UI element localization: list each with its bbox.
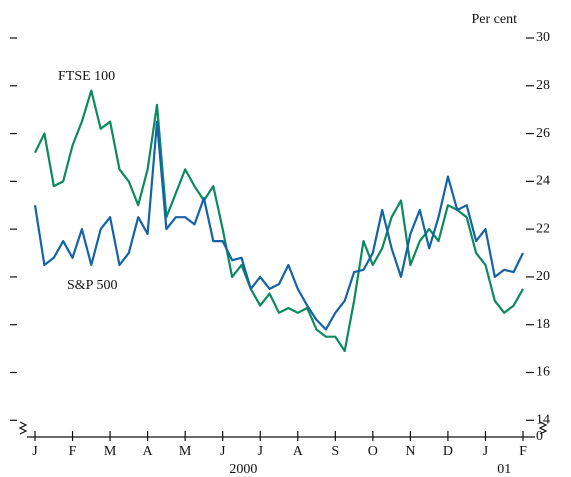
- year-label: 2000: [229, 462, 257, 477]
- y-tick-label: 18: [536, 317, 550, 332]
- x-tick-label: M: [104, 444, 117, 459]
- x-tick-label: A: [143, 444, 154, 459]
- x-tick-label: S: [331, 444, 339, 459]
- y-tick-label: 26: [536, 126, 550, 141]
- x-tick-label: M: [179, 444, 192, 459]
- y-unit-label: Per cent: [472, 12, 518, 27]
- y-tick-label: 24: [536, 174, 550, 189]
- y-tick-label: 20: [536, 269, 550, 284]
- series-label: S&P 500: [67, 278, 117, 293]
- x-tick-label: J: [483, 444, 489, 459]
- x-tick-label: J: [32, 444, 38, 459]
- y-tick-label: 14: [536, 412, 550, 427]
- x-tick-label: N: [405, 444, 415, 459]
- x-tick-label: O: [368, 444, 378, 459]
- series-label: FTSE 100: [58, 69, 115, 84]
- series-line: [33, 120, 524, 331]
- x-tick-label: A: [293, 444, 304, 459]
- x-tick-label: D: [443, 444, 453, 459]
- x-tick-label: J: [220, 444, 226, 459]
- y-break-label: 0: [536, 429, 543, 444]
- x-tick-label: J: [258, 444, 264, 459]
- axis-break: [538, 421, 548, 435]
- series-line: [34, 89, 524, 353]
- y-tick-label: 28: [536, 78, 550, 93]
- x-tick-label: F: [69, 444, 77, 459]
- axis-break: [18, 421, 28, 435]
- y-tick-label: 22: [536, 221, 550, 236]
- y-tick-label: 30: [536, 30, 550, 45]
- y-tick-label: 16: [536, 365, 550, 380]
- x-tick-label: F: [519, 444, 527, 459]
- year-label: 01: [497, 462, 511, 477]
